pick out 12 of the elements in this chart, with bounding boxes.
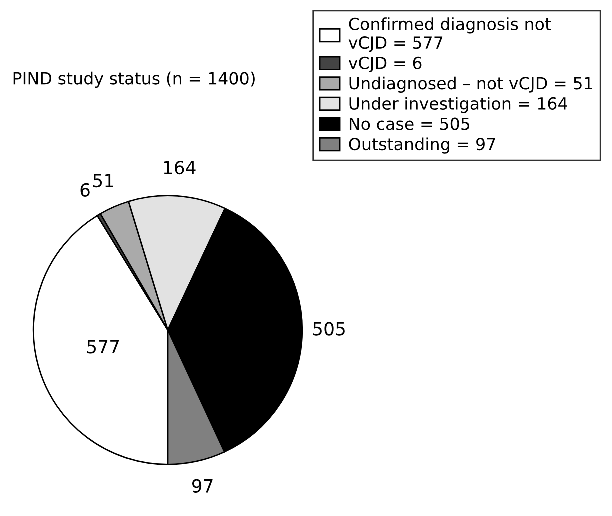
legend-label: vCJD = 6 [348,56,422,73]
legend-label: Undiagnosed – not vCJD = 51 [350,76,592,93]
data-label: 577 [88,340,120,354]
text: PIND study status (n = 1400) [14,72,255,88]
data-label: 505 [313,322,345,336]
data-label: 97 [192,479,213,493]
data-label: 164 [164,160,196,175]
legend-label: Outstanding = 97 [349,138,496,154]
legend-label: No case = 505 [350,118,470,130]
data-label: 6 [80,183,90,198]
data-label: 51 [94,174,114,188]
legend-label: Under investigation = 164 [350,97,568,114]
